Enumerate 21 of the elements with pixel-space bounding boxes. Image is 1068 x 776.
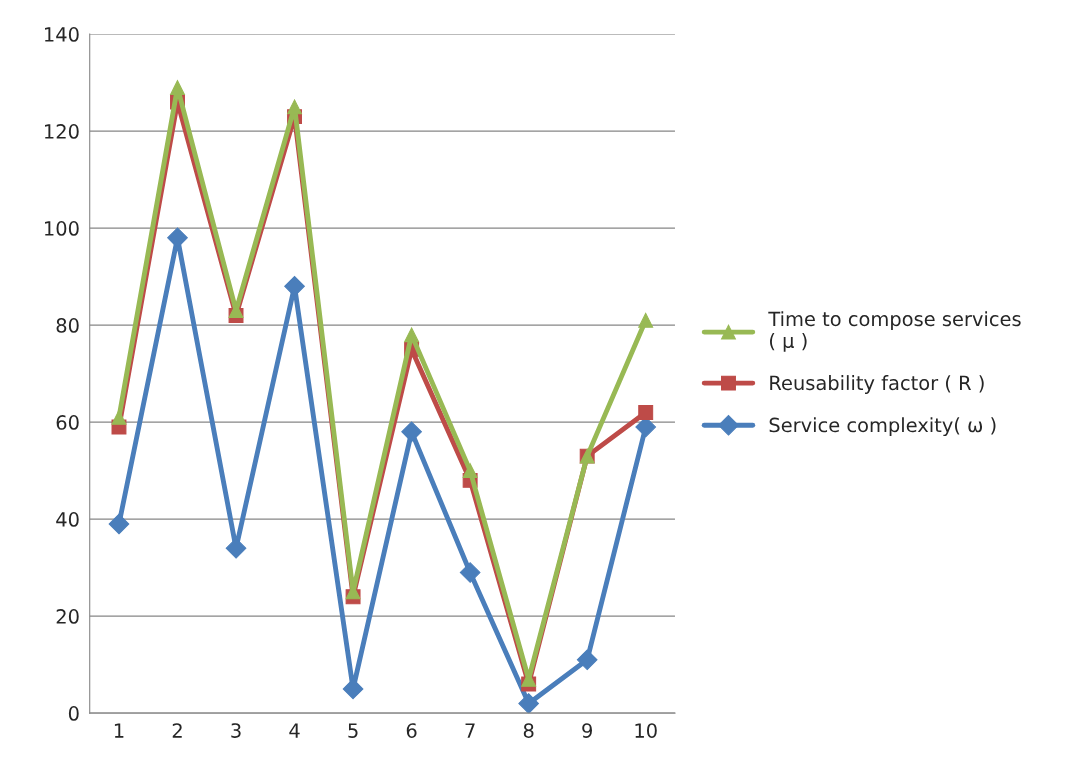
x-tick-label: 6	[406, 723, 417, 738]
x-tick-label: 5	[348, 723, 358, 738]
x-tick-label: 2	[172, 723, 182, 738]
y-tick-label: 80	[56, 318, 79, 333]
y-tick-label: 20	[56, 609, 79, 624]
legend-label: Service complexity( ω )	[769, 417, 996, 437]
x-tick-label: 8	[523, 723, 534, 738]
y-tick-label: 100	[45, 221, 79, 236]
x-tick-label: 9	[582, 723, 592, 738]
legend-label: Time to compose services ( μ )	[768, 311, 1021, 352]
x-tick-label: 7	[465, 723, 475, 738]
x-tick-label: 10	[635, 723, 657, 738]
x-tick-label: 3	[231, 723, 241, 738]
y-tick-label: 0	[68, 706, 79, 721]
y-tick-label: 140	[45, 27, 79, 42]
y-tick-label: 40	[56, 512, 79, 527]
x-tick-label: 4	[289, 723, 300, 738]
y-tick-label: 60	[56, 415, 79, 430]
x-tick-label: 1	[114, 723, 124, 738]
legend-label: Reusability factor ( R )	[770, 375, 984, 394]
y-tick-label: 120	[45, 124, 79, 139]
